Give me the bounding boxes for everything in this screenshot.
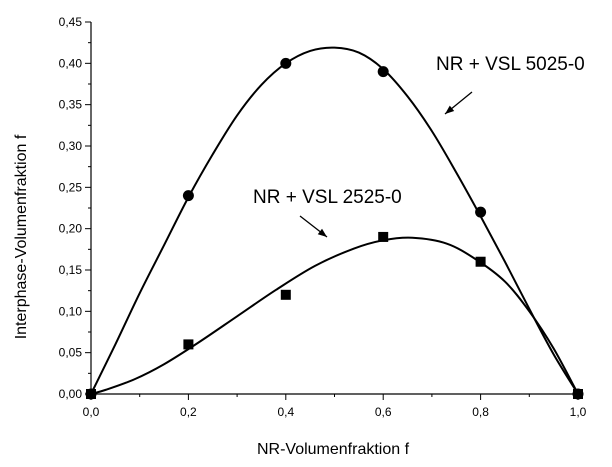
data-point-vsl-5025: [182, 190, 194, 202]
data-point-vsl-2525: [280, 289, 291, 300]
x-tick-label: 0,4: [277, 405, 294, 419]
x-axis-title: NR-Volumenfraktion f: [257, 441, 410, 458]
x-tick-label: 1,0: [570, 405, 587, 419]
arrowhead-vsl-5025: [445, 105, 455, 114]
data-point-vsl-2525: [573, 389, 583, 399]
y-tick-label: 0,05: [59, 346, 83, 360]
annotation-vsl-5025: NR + VSL 5025-0: [436, 54, 585, 75]
data-point-vsl-2525: [86, 389, 96, 399]
arrowhead-vsl-2525: [317, 228, 327, 237]
x-tick-label: 0,8: [472, 405, 489, 419]
x-tick-label: 0,2: [180, 405, 197, 419]
data-point-vsl-5025: [280, 57, 292, 69]
data-point-vsl-2525: [378, 231, 389, 242]
data-point-vsl-5025: [475, 206, 487, 218]
y-axis-title: Interphase-Volumenfraktion f: [13, 134, 30, 339]
y-tick-label: 0,40: [59, 56, 83, 70]
y-tick-label: 0,45: [59, 15, 83, 29]
y-tick-label: 0,20: [59, 222, 83, 236]
y-tick-label: 0,15: [59, 263, 83, 277]
annotation-vsl-2525: NR + VSL 2525-0: [253, 187, 402, 208]
y-tick-label: 0,00: [59, 387, 83, 401]
x-tick-label: 0,6: [375, 405, 392, 419]
data-point-vsl-2525: [183, 339, 194, 350]
y-tick-label: 0,10: [59, 304, 83, 318]
data-point-vsl-5025: [377, 66, 389, 78]
y-tick-label: 0,25: [59, 180, 83, 194]
fit-curve-vsl-2525: [90, 236, 579, 395]
x-tick-label: 0,0: [83, 405, 100, 419]
y-tick-label: 0,35: [59, 98, 83, 112]
fit-curve-vsl-5025: [90, 46, 579, 395]
y-tick-label: 0,30: [59, 139, 83, 153]
data-point-vsl-2525: [475, 256, 486, 267]
